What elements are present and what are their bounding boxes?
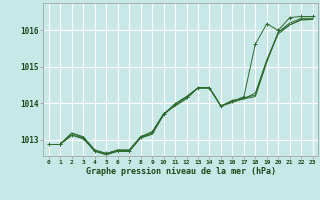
- X-axis label: Graphe pression niveau de la mer (hPa): Graphe pression niveau de la mer (hPa): [86, 167, 276, 176]
